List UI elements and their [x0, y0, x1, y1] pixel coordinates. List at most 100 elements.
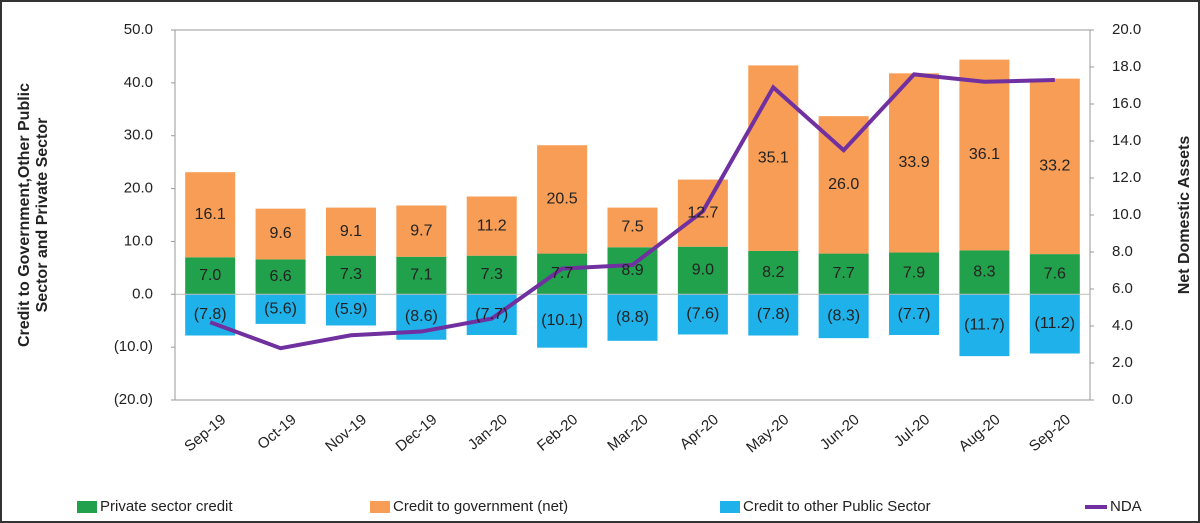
data-label: 7.7: [551, 265, 573, 282]
bar-segment: [818, 294, 869, 339]
bar-segment: [607, 207, 658, 248]
legend-swatch: [77, 501, 97, 513]
legend-label: Credit to government (net): [393, 498, 568, 515]
bar-segment: [1029, 78, 1080, 255]
data-label: 8.9: [621, 262, 643, 279]
y2-axis-title: Net Domestic Assets: [1176, 136, 1193, 295]
legend-label: Credit to other Public Sector: [743, 498, 931, 515]
y2-tick-label: 6.0: [1112, 280, 1133, 297]
data-label: 26.0: [828, 176, 859, 193]
data-label: (8.3): [827, 307, 860, 324]
data-label: (8.8): [616, 309, 649, 326]
data-label: (8.6): [405, 308, 438, 325]
bar-segment: [325, 207, 376, 256]
y2-tick-label: 16.0: [1112, 95, 1141, 112]
data-label: 7.3: [340, 266, 362, 283]
y-tick-label: (20.0): [114, 391, 153, 408]
data-label: 7.3: [481, 266, 503, 283]
y2-tick-label: 4.0: [1112, 317, 1133, 334]
bar-segment: [1029, 254, 1080, 295]
data-label: 16.1: [195, 206, 226, 223]
bar-segment: [185, 257, 236, 295]
data-label: (7.7): [475, 306, 508, 323]
data-label: 7.0: [199, 267, 221, 284]
data-label: 36.1: [969, 146, 1000, 163]
y-tick-label: 20.0: [124, 180, 153, 197]
bar-segment: [396, 256, 447, 295]
bar-segment: [959, 250, 1010, 295]
bar-segment: [889, 294, 940, 335]
data-label: 7.1: [410, 267, 432, 284]
data-label: (5.9): [335, 301, 368, 318]
y-axis-title: Credit to Government,Other PublicSector …: [16, 83, 51, 347]
y-tick-label: 10.0: [124, 232, 153, 249]
bar-segment: [818, 253, 869, 295]
legend-label: NDA: [1110, 498, 1142, 515]
data-label: 8.2: [762, 264, 784, 281]
data-label: (7.8): [757, 306, 790, 323]
bar-segment: [748, 294, 799, 336]
y2-tick-label: 18.0: [1112, 58, 1141, 75]
data-label: (5.6): [264, 300, 297, 317]
bar-segment: [537, 294, 588, 348]
y2-tick-label: 0.0: [1112, 391, 1133, 408]
data-label: 7.5: [621, 219, 643, 236]
data-label: 7.7: [833, 265, 855, 282]
bar-segment: [889, 73, 940, 253]
data-label: 7.9: [903, 265, 925, 282]
bar-segment: [959, 294, 1010, 357]
bar-segment: [748, 250, 799, 295]
bar-segment: [466, 196, 517, 256]
y-tick-label: 40.0: [124, 74, 153, 91]
data-label: (7.8): [194, 306, 227, 323]
y-tick-label: 30.0: [124, 127, 153, 144]
data-label: (11.2): [1035, 315, 1076, 332]
bar-segment: [607, 294, 658, 341]
y-tick-label: 50.0: [124, 21, 153, 38]
legend-label: Private sector credit: [100, 498, 233, 515]
data-label: 9.1: [340, 223, 362, 240]
bar-segment: [466, 294, 517, 335]
data-label: (11.7): [964, 316, 1005, 333]
bar-segment: [396, 205, 447, 257]
legend-swatch: [370, 501, 390, 513]
data-label: (10.1): [541, 312, 583, 329]
bar-segment: [466, 255, 517, 295]
line-series: [209, 72, 1055, 351]
data-label: 11.2: [477, 217, 507, 234]
y2-tick-label: 20.0: [1112, 21, 1141, 38]
bar-segment: [748, 65, 799, 251]
y2-tick-label: 14.0: [1112, 132, 1141, 149]
bar-segment: [255, 208, 306, 260]
bar-segment: [255, 294, 306, 324]
bar-segment: [959, 59, 1010, 251]
bar-segment: [185, 172, 236, 258]
bar-segment: [607, 247, 658, 295]
y2-tick-label: 2.0: [1112, 354, 1133, 371]
bar-segment: [255, 259, 306, 295]
data-label: 6.6: [269, 268, 291, 285]
bar-segment: [325, 255, 376, 295]
y-tick-label: (10.0): [114, 338, 153, 355]
data-label: 20.5: [547, 191, 578, 208]
data-label: (7.7): [898, 306, 931, 323]
bar-segment: [889, 252, 940, 295]
bar-segment: [1029, 294, 1080, 354]
data-label: 9.6: [269, 225, 291, 242]
bar-segment: [537, 145, 588, 254]
data-label: 9.7: [410, 222, 432, 239]
data-label: 9.0: [692, 262, 714, 279]
bar-segment: [818, 116, 869, 254]
data-label: 33.2: [1039, 158, 1070, 175]
bar-segment: [677, 246, 728, 295]
data-label: 12.7: [687, 204, 718, 221]
y2-tick-label: 8.0: [1112, 243, 1133, 260]
data-label: (7.6): [686, 306, 719, 323]
data-label: 33.9: [898, 154, 929, 171]
bar-segment: [325, 294, 376, 326]
bar-segment: [537, 253, 588, 295]
y2-tick-label: 12.0: [1112, 169, 1141, 186]
legend-swatch: [720, 501, 740, 513]
y2-tick-label: 10.0: [1112, 206, 1141, 223]
